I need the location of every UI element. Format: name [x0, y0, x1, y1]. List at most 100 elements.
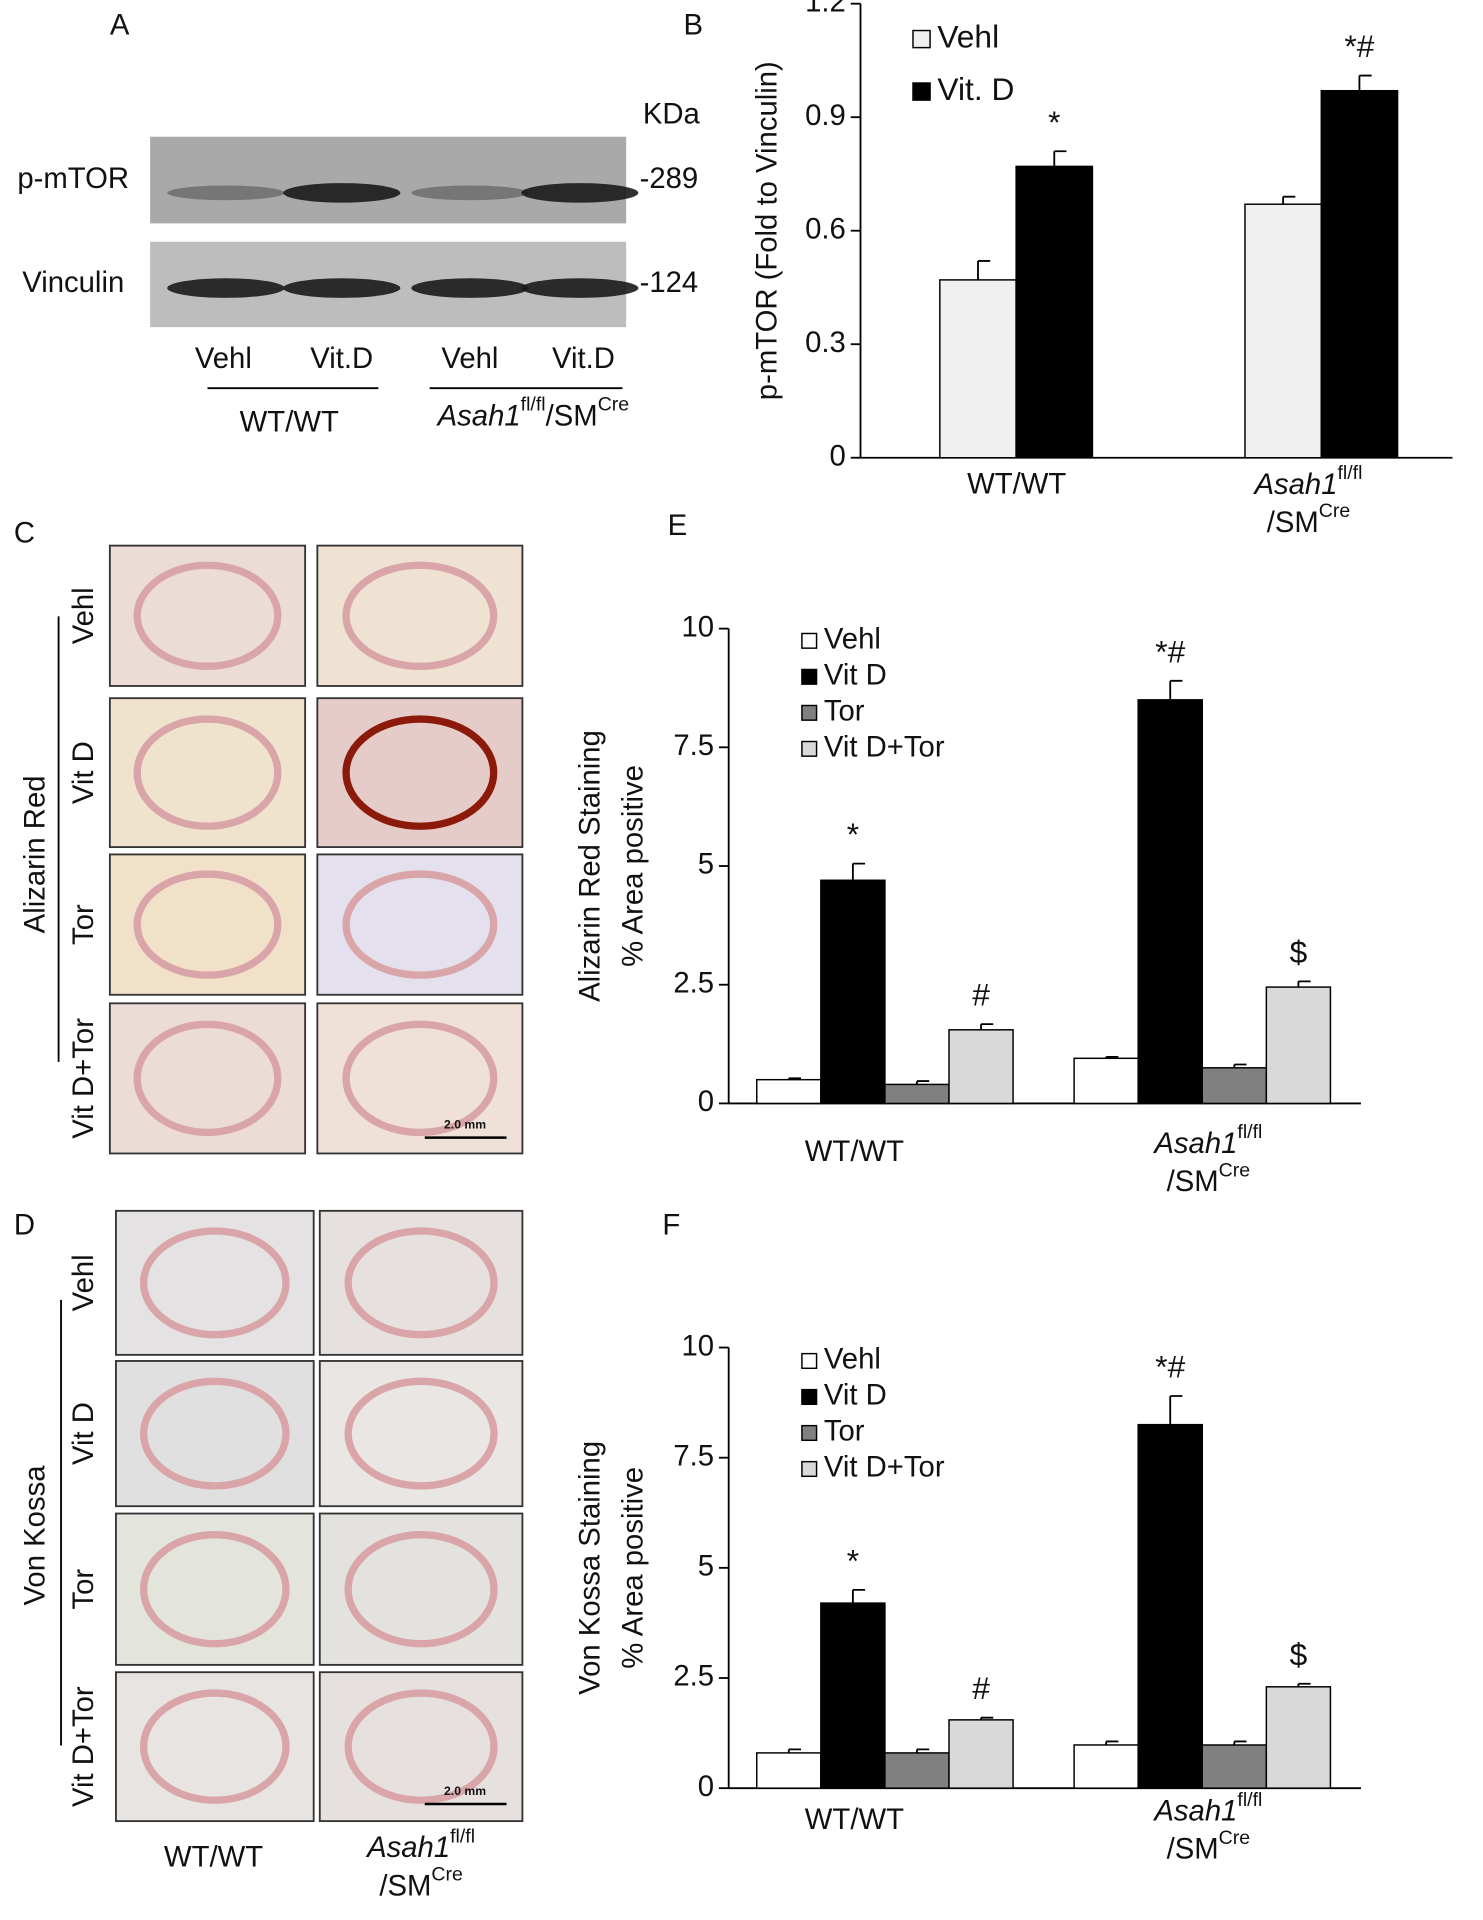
y-tick-label: 0 [698, 1770, 714, 1803]
panel-label: B [684, 9, 704, 42]
micrograph [108, 697, 307, 849]
error-bar [1358, 74, 1372, 91]
y-tick-label: 0 [830, 439, 846, 472]
row-label: Vehl [67, 1254, 100, 1311]
column-label-sup: fl/fl [450, 1826, 475, 1848]
group-label-gene: Asah1 [436, 399, 521, 432]
y-tick-label: 1.2 [805, 0, 846, 18]
x-tick-label-gene: Asah1 [1252, 468, 1337, 501]
bar [756, 1752, 822, 1789]
bar [948, 1719, 1014, 1789]
panel-label: C [14, 516, 35, 549]
legend-swatch [801, 632, 818, 649]
blot [150, 136, 627, 224]
y-tick-label: 5 [698, 1550, 714, 1583]
vessel [139, 1531, 290, 1648]
y-tick-label: 5 [698, 848, 714, 881]
stain-label: Von Kossa [18, 1465, 51, 1606]
bar [939, 279, 1017, 459]
column-label: WT/WT [164, 1841, 263, 1874]
column-label-sup: Cre [431, 1864, 462, 1886]
micrograph [115, 1209, 315, 1356]
bar [1265, 1686, 1332, 1789]
x-tick-label: WT/WT [967, 468, 1066, 501]
row-label: Tor [67, 1569, 100, 1610]
bar [1137, 699, 1203, 1105]
group-label: Asah1fl/fl/SMCre [436, 394, 630, 432]
legend-label: Vit D+Tor [824, 731, 945, 764]
legend-swatch [801, 1424, 818, 1442]
vessel [342, 561, 498, 670]
bar [1073, 1057, 1139, 1105]
error-bar [980, 1023, 994, 1030]
bar [1137, 1423, 1203, 1789]
bar [1201, 1067, 1268, 1105]
y-axis-label: Alizarin Red Staining [574, 730, 607, 1002]
row-label: Vehl [67, 587, 100, 644]
blot-band [167, 185, 285, 201]
legend-swatch [801, 1352, 818, 1370]
x-tick-label: Asah1fl/fl [1152, 1789, 1262, 1827]
y-tick-label: 0.9 [805, 99, 846, 132]
micrograph [115, 1360, 315, 1508]
blot-band [411, 185, 529, 201]
error-bar [1233, 1063, 1247, 1068]
column-label: Asah1fl/fl [365, 1826, 475, 1864]
group-label: WT/WT [240, 405, 339, 438]
x-tick-label: /SMCre [1167, 1827, 1251, 1865]
y-tick-label: 7.5 [673, 729, 714, 762]
blot-row-label: p-mTOR [17, 162, 129, 195]
error-bar [916, 1748, 930, 1753]
lane-label: Vit.D [552, 342, 615, 375]
annotation: $ [1290, 934, 1308, 970]
vessel [344, 1531, 498, 1648]
annotation: *# [1155, 1349, 1185, 1385]
blot-band [283, 183, 401, 203]
panel-label: A [110, 9, 130, 42]
legend-label: Vit D [824, 659, 887, 692]
vessel [344, 1227, 498, 1339]
blot-row-label: Vinculin [22, 266, 124, 299]
annotation: * [847, 1542, 859, 1578]
vessel [133, 1020, 282, 1137]
legend-label: Vehl [937, 18, 999, 54]
x-tick-label-sm: /SM [1167, 1832, 1219, 1865]
x-tick-label: Asah1fl/fl [1152, 1121, 1262, 1159]
micrograph [318, 1671, 524, 1823]
panel-label: E [668, 509, 688, 542]
error-bar [1233, 1740, 1247, 1745]
micrograph [115, 1512, 315, 1666]
error-bar [1169, 679, 1183, 700]
legend-swatch [912, 82, 931, 101]
vessel [342, 715, 498, 830]
y-tick-label: 2.5 [673, 1660, 714, 1693]
row-label: Vit D [67, 741, 100, 804]
vessel [342, 1020, 498, 1137]
row-label: Tor [67, 904, 100, 945]
x-tick-label-sm: /SM [1267, 506, 1319, 539]
y-tick-label: 2.5 [673, 966, 714, 999]
error-bar [1105, 1055, 1119, 1059]
legend-swatch [801, 740, 818, 757]
blot-size-label: -289 [640, 162, 699, 195]
y-axis-label: % Area positive [616, 765, 649, 967]
micrograph [316, 697, 524, 849]
legend-label: Vit D+Tor [824, 1451, 945, 1484]
column-label: /SMCre [379, 1864, 463, 1902]
error-bar [1297, 980, 1311, 988]
group-label-sm: /SM [546, 399, 598, 432]
micrograph [108, 853, 307, 996]
error-bar [980, 1716, 994, 1720]
vessel [344, 1689, 498, 1804]
blot-band [521, 278, 639, 298]
blot-band [411, 278, 529, 298]
scale-bar-label: 2.0 mm [444, 1118, 486, 1132]
blot-band [167, 278, 285, 298]
micrograph [316, 1002, 524, 1155]
x-tick-label: /SMCre [1267, 500, 1351, 538]
error-bar [851, 1588, 866, 1604]
micrograph [318, 1512, 524, 1666]
micrograph [318, 1360, 524, 1508]
error-bar [1297, 1682, 1311, 1687]
